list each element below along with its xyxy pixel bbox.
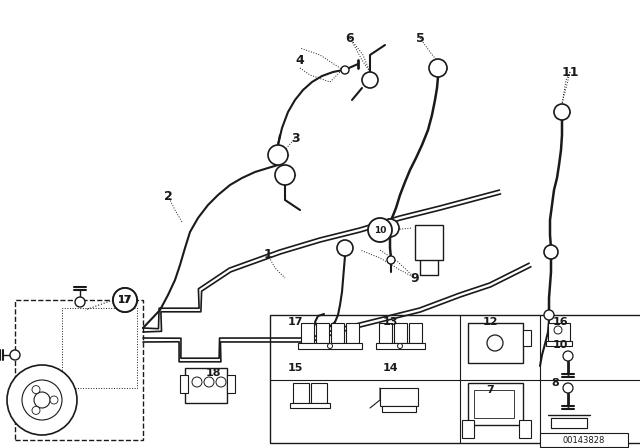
Circle shape xyxy=(113,288,137,312)
Text: 17: 17 xyxy=(118,295,132,305)
Circle shape xyxy=(113,288,137,312)
Circle shape xyxy=(34,392,50,408)
Bar xyxy=(298,343,362,349)
Text: 5: 5 xyxy=(415,31,424,44)
Circle shape xyxy=(429,59,447,77)
Bar xyxy=(415,225,443,260)
Text: 14: 14 xyxy=(382,363,398,373)
Text: 17: 17 xyxy=(118,295,132,305)
Circle shape xyxy=(337,240,353,256)
Text: 10: 10 xyxy=(374,225,386,234)
Text: 16: 16 xyxy=(552,317,568,327)
Text: 17: 17 xyxy=(287,317,303,327)
Circle shape xyxy=(216,377,226,387)
Bar xyxy=(551,433,587,438)
Text: 15: 15 xyxy=(287,363,303,373)
Bar xyxy=(227,375,235,393)
Bar xyxy=(311,383,327,403)
Circle shape xyxy=(7,365,77,435)
Text: 8: 8 xyxy=(551,378,559,388)
Bar xyxy=(468,383,523,425)
Circle shape xyxy=(192,377,202,387)
Circle shape xyxy=(75,297,85,307)
Bar xyxy=(523,330,531,346)
Circle shape xyxy=(275,165,295,185)
Circle shape xyxy=(32,386,40,394)
Bar xyxy=(551,418,587,428)
Bar xyxy=(519,420,531,438)
Text: 4: 4 xyxy=(296,53,305,66)
Bar xyxy=(409,323,422,343)
Text: 7: 7 xyxy=(486,385,494,395)
Bar xyxy=(540,433,628,447)
Text: 3: 3 xyxy=(291,132,300,145)
Text: 13: 13 xyxy=(382,317,397,327)
Bar xyxy=(15,300,143,440)
Circle shape xyxy=(487,335,503,351)
Circle shape xyxy=(554,326,562,334)
Text: 6: 6 xyxy=(346,31,355,44)
Bar xyxy=(290,403,330,408)
Bar xyxy=(468,323,523,363)
Text: 18: 18 xyxy=(205,368,221,378)
Text: 00143828: 00143828 xyxy=(563,435,605,444)
Bar xyxy=(546,341,572,346)
Text: 12: 12 xyxy=(483,317,498,327)
Circle shape xyxy=(341,66,349,74)
Circle shape xyxy=(268,145,288,165)
Circle shape xyxy=(204,377,214,387)
Bar xyxy=(316,323,329,343)
Circle shape xyxy=(32,406,40,414)
Bar xyxy=(379,323,392,343)
Circle shape xyxy=(563,351,573,361)
Text: 10: 10 xyxy=(552,340,568,350)
Circle shape xyxy=(328,344,333,349)
Bar xyxy=(394,323,407,343)
Text: 9: 9 xyxy=(411,271,419,284)
Circle shape xyxy=(381,219,399,237)
Circle shape xyxy=(563,383,573,393)
Bar xyxy=(548,323,570,341)
Circle shape xyxy=(50,396,58,404)
Bar xyxy=(62,308,137,388)
Text: 11: 11 xyxy=(561,65,579,78)
Circle shape xyxy=(397,344,403,349)
Circle shape xyxy=(368,218,392,242)
Bar xyxy=(462,420,474,438)
Bar xyxy=(474,390,514,418)
Bar xyxy=(270,315,640,443)
Circle shape xyxy=(387,256,395,264)
Bar xyxy=(180,375,188,393)
Circle shape xyxy=(362,72,378,88)
Circle shape xyxy=(22,380,62,420)
Bar xyxy=(376,343,425,349)
Circle shape xyxy=(544,245,558,259)
Bar xyxy=(380,388,418,406)
Bar xyxy=(331,323,344,343)
Bar xyxy=(301,323,314,343)
Circle shape xyxy=(554,104,570,120)
Bar xyxy=(293,383,309,403)
Bar xyxy=(382,406,416,412)
Circle shape xyxy=(10,350,20,360)
Bar xyxy=(551,418,587,428)
Text: 1: 1 xyxy=(264,249,273,262)
Bar xyxy=(185,368,227,403)
Text: 2: 2 xyxy=(164,190,172,202)
Circle shape xyxy=(544,310,554,320)
Bar xyxy=(346,323,359,343)
